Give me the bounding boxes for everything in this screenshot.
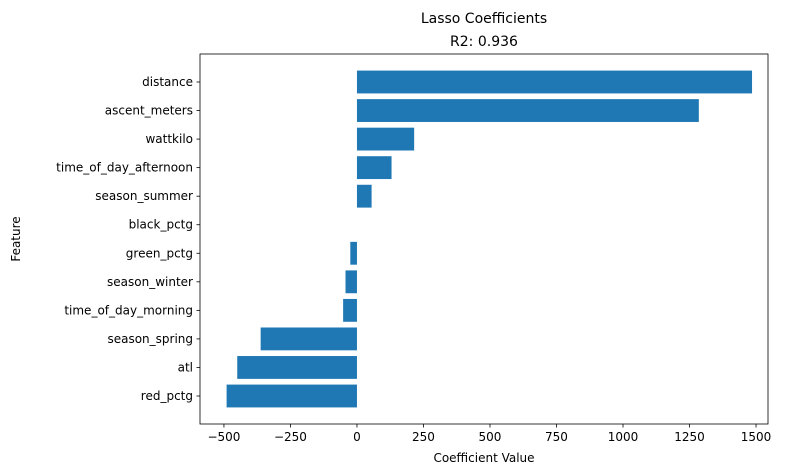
bar-time-of-day-afternoon (356, 156, 392, 180)
y-tick-label: distance (142, 75, 193, 89)
x-tick-label: 500 (479, 430, 502, 444)
y-tick-label: green_pctg (126, 246, 193, 260)
x-tick-label: −500 (207, 430, 240, 444)
bar-distance (356, 70, 753, 94)
y-tick-label: season_summer (95, 189, 193, 203)
x-tick-label: 750 (545, 430, 568, 444)
y-tick-label: red_pctg (141, 389, 193, 403)
chart-subtitle: R2: 0.936 (450, 34, 518, 50)
bar-ascent-meters (356, 99, 699, 122)
bar-season-summer (356, 184, 372, 208)
x-tick-label: 1000 (608, 430, 639, 444)
y-tick-label: wattkilo (145, 132, 193, 146)
plot-frame (199, 53, 769, 425)
y-tick-label: ascent_meters (105, 104, 193, 118)
bar-season-winter (345, 270, 357, 294)
y-axis-ticks: distance ascent_meters wattkilo time_of_day… (56, 75, 200, 403)
bar-red-pctg (226, 384, 357, 408)
y-tick-label: season_winter (107, 275, 193, 289)
x-tick-label: 0 (353, 430, 361, 444)
x-tick-label: −250 (274, 430, 307, 444)
bar-season-spring (260, 327, 357, 351)
bar-wattkilo (356, 127, 415, 151)
x-axis-ticks: −500 −250 0 250 500 750 1000 1250 1500 (207, 424, 771, 444)
x-tick-label: 1250 (674, 430, 705, 444)
x-tick-label: 1500 (741, 430, 772, 444)
y-tick-label: time_of_day_afternoon (56, 161, 193, 175)
x-tick-label: 250 (412, 430, 435, 444)
x-axis-label: Coefficient Value (433, 451, 534, 465)
y-tick-label: time_of_day_morning (64, 303, 193, 317)
bar-atl (237, 356, 357, 379)
bar-green-pctg (350, 241, 357, 265)
y-axis-label: Feature (9, 216, 23, 261)
bars-group (226, 70, 753, 408)
y-tick-label: season_spring (107, 332, 193, 346)
y-tick-label: black_pctg (129, 218, 193, 232)
y-tick-label: atl (178, 360, 193, 374)
chart-title: Lasso Coefficients (421, 11, 547, 27)
bar-time-of-day-morning (343, 298, 357, 322)
